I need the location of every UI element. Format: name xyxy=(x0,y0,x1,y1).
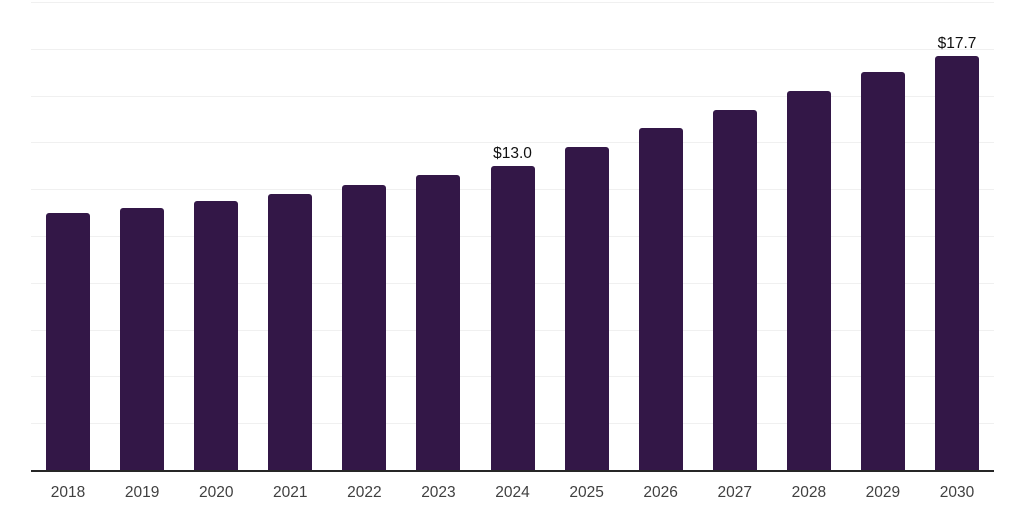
bar-column xyxy=(550,2,624,470)
bar-column xyxy=(624,2,698,470)
bar-column xyxy=(253,2,327,470)
bar-2026 xyxy=(638,128,683,470)
plot-area: $13.0 $17.7 xyxy=(31,2,994,470)
bar-2020 xyxy=(194,200,239,470)
bar-column xyxy=(105,2,179,470)
bar-column xyxy=(179,2,253,470)
x-axis-labels: 2018 2019 2020 2021 2022 2023 2024 2025 2026 2027… xyxy=(31,484,994,503)
bar-column xyxy=(846,2,920,470)
bar-2022 xyxy=(342,184,387,470)
bar-column xyxy=(772,2,846,470)
x-tick-label-2028: 2028 xyxy=(791,484,827,501)
gridline xyxy=(31,2,994,3)
x-tick-label-2019: 2019 xyxy=(124,484,160,501)
bar-value-label: $17.7 xyxy=(937,35,977,53)
bar-column xyxy=(401,2,475,470)
gridline xyxy=(31,142,994,144)
x-tick-label-2020: 2020 xyxy=(198,484,234,501)
x-tick-label-2022: 2022 xyxy=(347,484,382,501)
bar-2019 xyxy=(120,207,165,470)
x-tick-label-2024: 2024 xyxy=(495,484,530,501)
x-tick-label-2026: 2026 xyxy=(643,484,678,501)
gridline xyxy=(31,48,994,50)
gridline xyxy=(31,95,994,97)
bar-2028 xyxy=(786,90,831,470)
x-axis-line xyxy=(31,470,994,472)
bar-2029 xyxy=(860,72,905,470)
bar-column xyxy=(327,2,401,470)
bar-2024 xyxy=(490,165,535,470)
x-tick-label-2018: 2018 xyxy=(50,484,86,501)
bar-column xyxy=(698,2,772,470)
bar-2025 xyxy=(564,147,609,470)
x-tick-label-2027: 2027 xyxy=(717,484,752,501)
bar-2021 xyxy=(268,193,313,470)
x-tick-label-2025: 2025 xyxy=(569,484,604,501)
x-tick-label-2030: 2030 xyxy=(939,484,975,501)
x-tick-label-2029: 2029 xyxy=(865,484,901,501)
bar-2023 xyxy=(416,175,461,470)
bar-2027 xyxy=(712,109,757,470)
bar-2030 xyxy=(934,55,979,470)
bar-2018 xyxy=(46,212,91,470)
bar-column: $13.0 xyxy=(475,2,549,470)
bar-value-label: $13.0 xyxy=(493,145,532,163)
x-tick-label-2021: 2021 xyxy=(273,484,308,501)
bars-row: $13.0 $17.7 xyxy=(31,2,994,470)
x-tick-label-2023: 2023 xyxy=(421,484,456,501)
bar-column xyxy=(31,2,105,470)
bar-column: $17.7 xyxy=(920,2,994,470)
